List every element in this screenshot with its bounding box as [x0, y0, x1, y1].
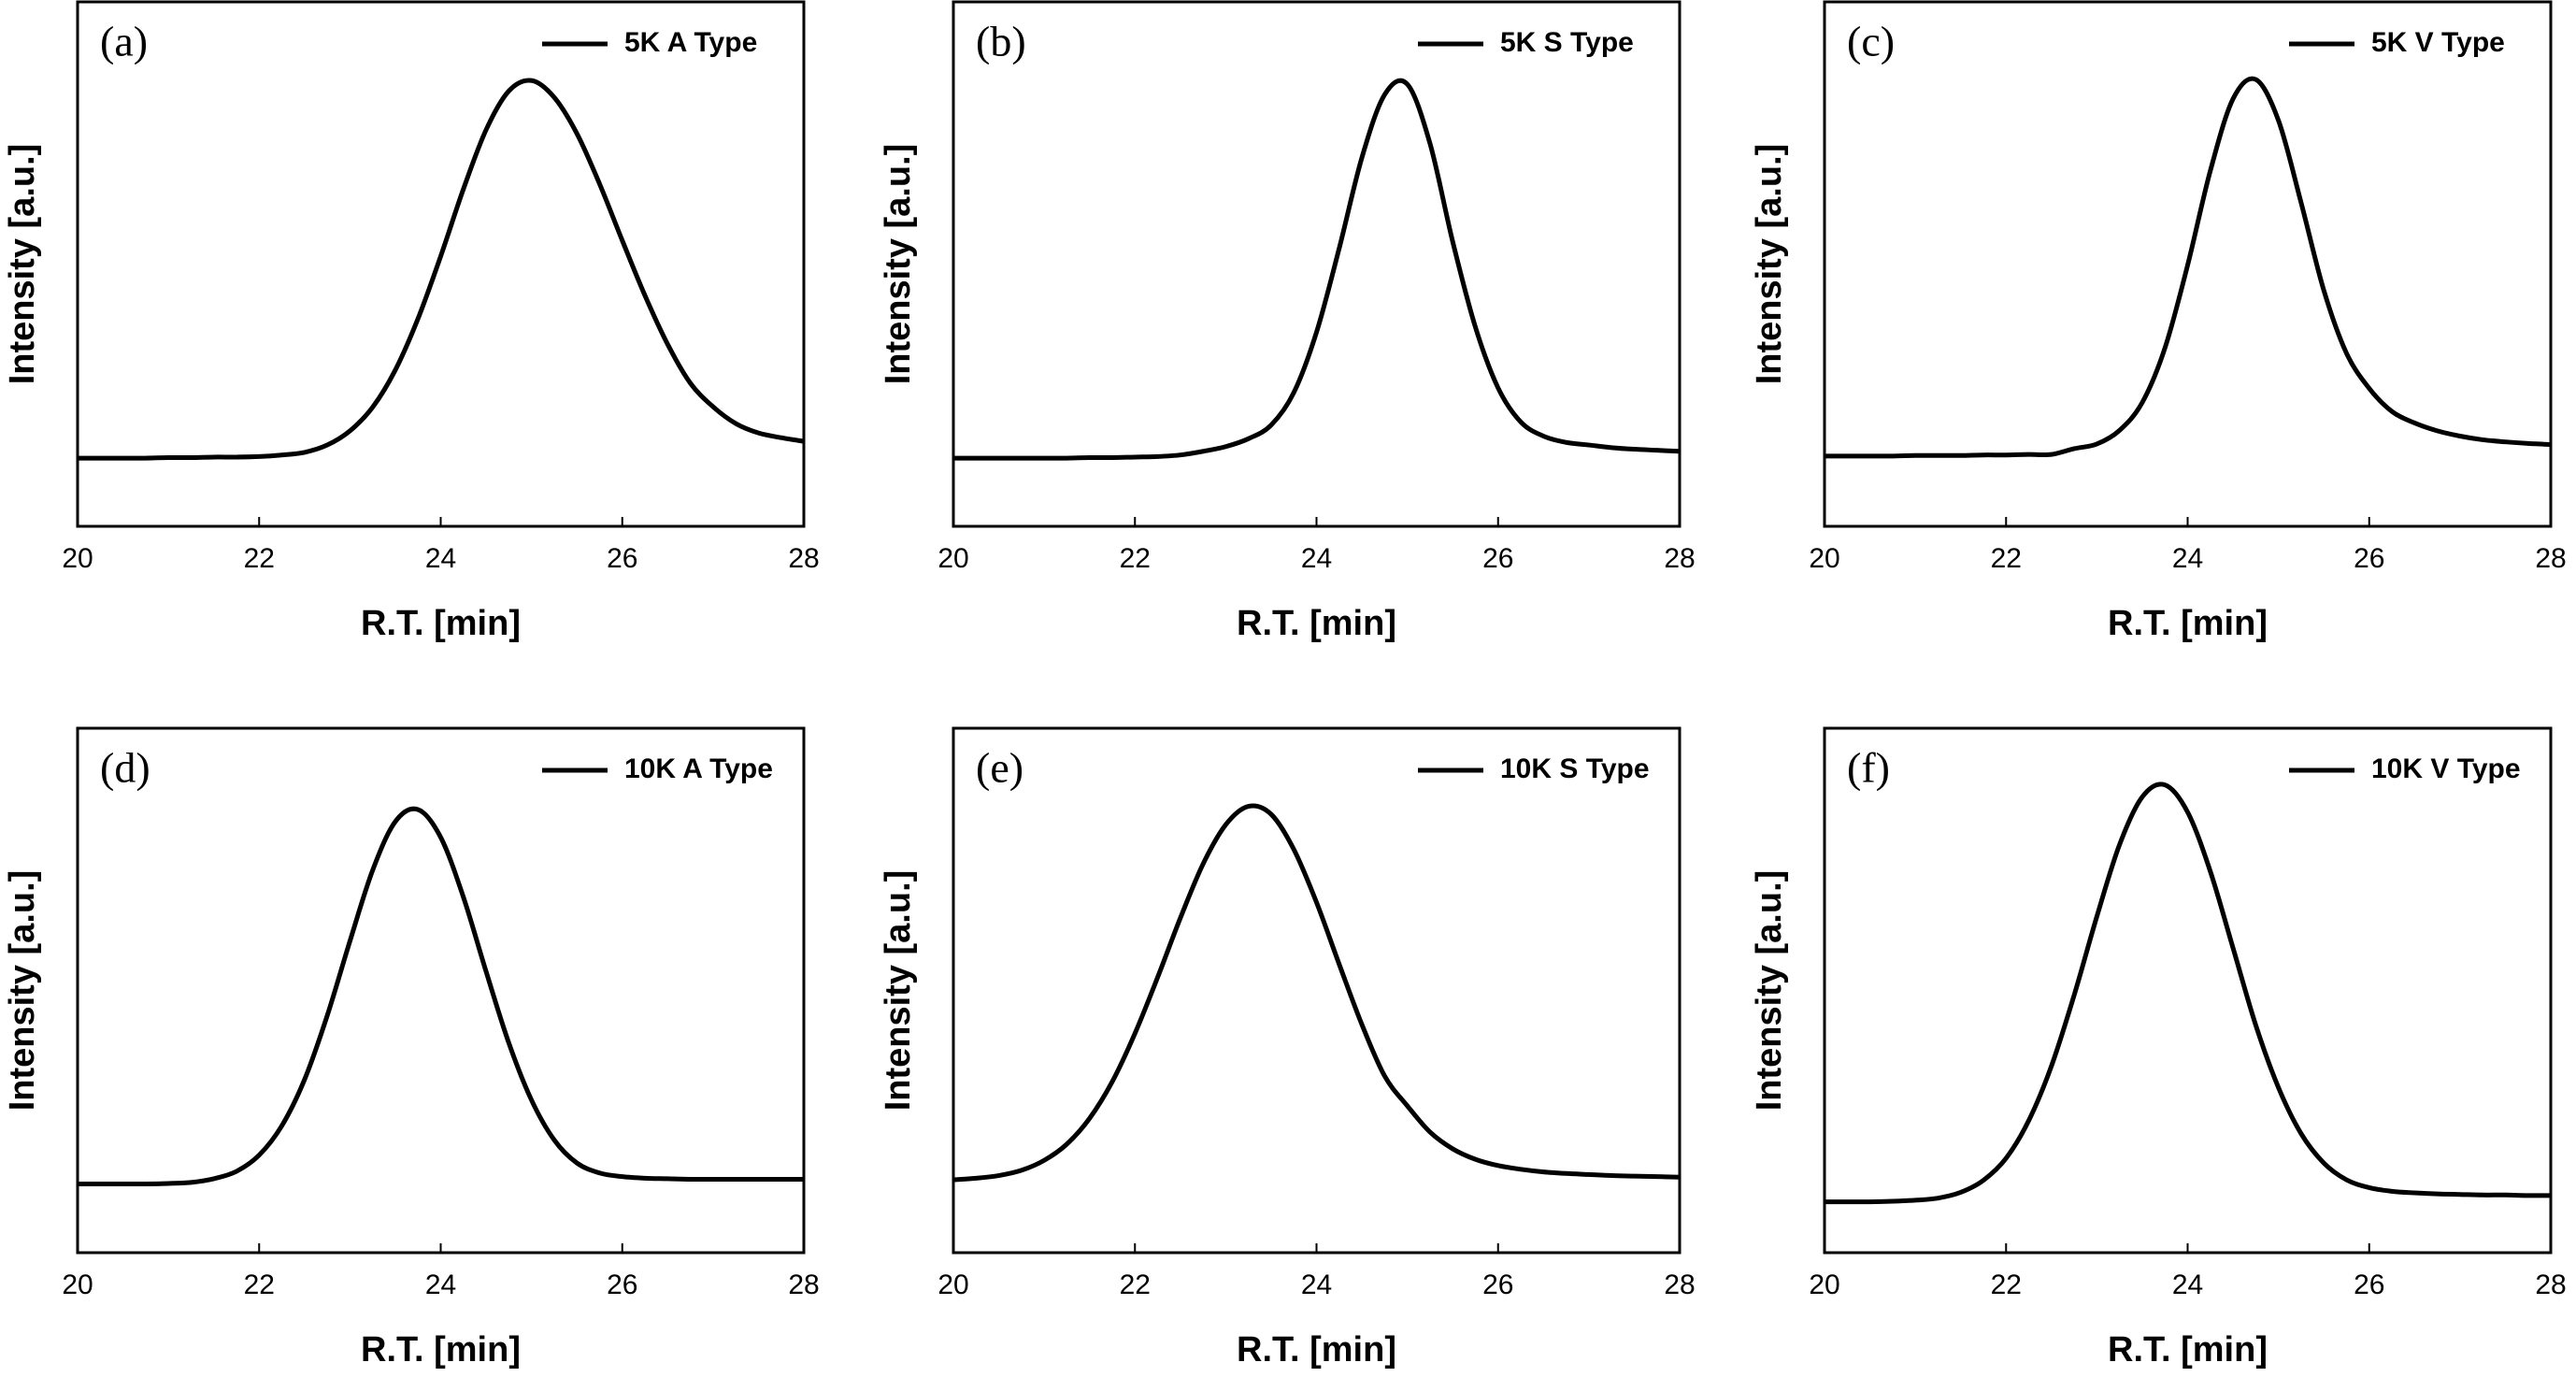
- x-tick-label: 20: [937, 1269, 968, 1300]
- plot-frame: [76, 0, 806, 528]
- data-line: [77, 78, 805, 461]
- x-tick-label: 24: [1301, 543, 1332, 574]
- x-axis-label: R.T. [min]: [361, 604, 521, 643]
- y-axis-label: Intensity [a.u.]: [1750, 870, 1789, 1112]
- x-tick-label: 22: [244, 543, 275, 574]
- y-axis-label: Intensity [a.u.]: [1750, 144, 1789, 385]
- panel: 20 22 24 26 28 R.T. [min] Intensity [a.u.] (f) 1…: [1750, 726, 2567, 1370]
- x-tick-label: 20: [937, 543, 968, 574]
- panel-label: (e): [976, 744, 1023, 792]
- x-tick-label: 28: [2535, 543, 2566, 574]
- x-tick-label: 22: [1991, 543, 2022, 574]
- data-line: [952, 803, 1681, 1183]
- x-tick-label: 26: [607, 1269, 637, 1300]
- panel: 20 22 24 26 28 R.T. [min] Intensity [a.u.] (c) 5…: [1750, 0, 2567, 643]
- x-tick-label: 26: [1482, 543, 1513, 574]
- x-axis-label: R.T. [min]: [2108, 604, 2268, 643]
- legend-label: 5K V Type: [2371, 27, 2505, 58]
- y-axis-label: Intensity [a.u.]: [3, 144, 42, 385]
- x-tick-label: 28: [1664, 543, 1695, 574]
- x-tick-label: 28: [1664, 1269, 1695, 1300]
- plot-frame: [76, 726, 806, 1255]
- x-tick-label: 28: [2535, 1269, 2566, 1300]
- data-line: [952, 78, 1681, 461]
- x-axis-label: R.T. [min]: [361, 1330, 521, 1370]
- x-tick-label: 28: [788, 543, 819, 574]
- data-line: [1825, 76, 2552, 459]
- x-tick-label: 20: [1809, 1269, 1839, 1300]
- x-tick-label: 24: [425, 1269, 456, 1300]
- x-tick-label: 24: [2172, 543, 2203, 574]
- panel: 20 22 24 26 28 R.T. [min] Intensity [a.u.] (e) 1…: [879, 726, 1696, 1370]
- x-tick-label: 22: [1120, 543, 1151, 574]
- panel-label: (a): [100, 18, 148, 65]
- panel: 20 22 24 26 28 R.T. [min] Intensity [a.u.] (d) 1…: [3, 726, 820, 1370]
- x-tick-label: 22: [1120, 1269, 1151, 1300]
- x-tick-label: 24: [1301, 1269, 1332, 1300]
- x-tick-label: 22: [1991, 1269, 2022, 1300]
- panel: 20 22 24 26 28 R.T. [min] Intensity [a.u.] (a) 5…: [3, 0, 820, 643]
- y-axis-label: Intensity [a.u.]: [879, 144, 918, 385]
- x-tick-label: 26: [1482, 1269, 1513, 1300]
- panel: 20 22 24 26 28 R.T. [min] Intensity [a.u.] (b) 5…: [879, 0, 1696, 643]
- x-tick-label: 22: [244, 1269, 275, 1300]
- legend-label: 10K A Type: [624, 753, 773, 784]
- x-tick-label: 28: [788, 1269, 819, 1300]
- y-axis-label: Intensity [a.u.]: [3, 870, 42, 1112]
- x-tick-label: 24: [425, 543, 456, 574]
- legend-label: 10K V Type: [2371, 753, 2521, 784]
- x-axis-label: R.T. [min]: [1237, 604, 1396, 643]
- x-tick-label: 26: [2354, 543, 2384, 574]
- data-line: [1825, 782, 2552, 1205]
- legend-label: 5K S Type: [1500, 27, 1634, 58]
- panel-label: (f): [1847, 744, 1890, 792]
- x-tick-label: 20: [62, 1269, 93, 1300]
- x-tick-label: 20: [1809, 543, 1839, 574]
- plot-frame: [1823, 726, 2553, 1255]
- data-line: [78, 806, 804, 1187]
- plot-frame: [952, 0, 1682, 528]
- x-tick-label: 24: [2172, 1269, 2203, 1300]
- y-axis-label: Intensity [a.u.]: [879, 870, 918, 1112]
- x-tick-label: 20: [62, 543, 93, 574]
- x-axis-label: R.T. [min]: [1237, 1330, 1396, 1370]
- legend-label: 10K S Type: [1500, 753, 1650, 784]
- panel-label: (b): [976, 18, 1026, 65]
- panel-label: (d): [100, 744, 150, 792]
- legend-label: 5K A Type: [624, 27, 757, 58]
- x-tick-label: 26: [607, 543, 637, 574]
- panel-label: (c): [1847, 18, 1895, 65]
- x-axis-label: R.T. [min]: [2108, 1330, 2268, 1370]
- x-tick-label: 26: [2354, 1269, 2384, 1300]
